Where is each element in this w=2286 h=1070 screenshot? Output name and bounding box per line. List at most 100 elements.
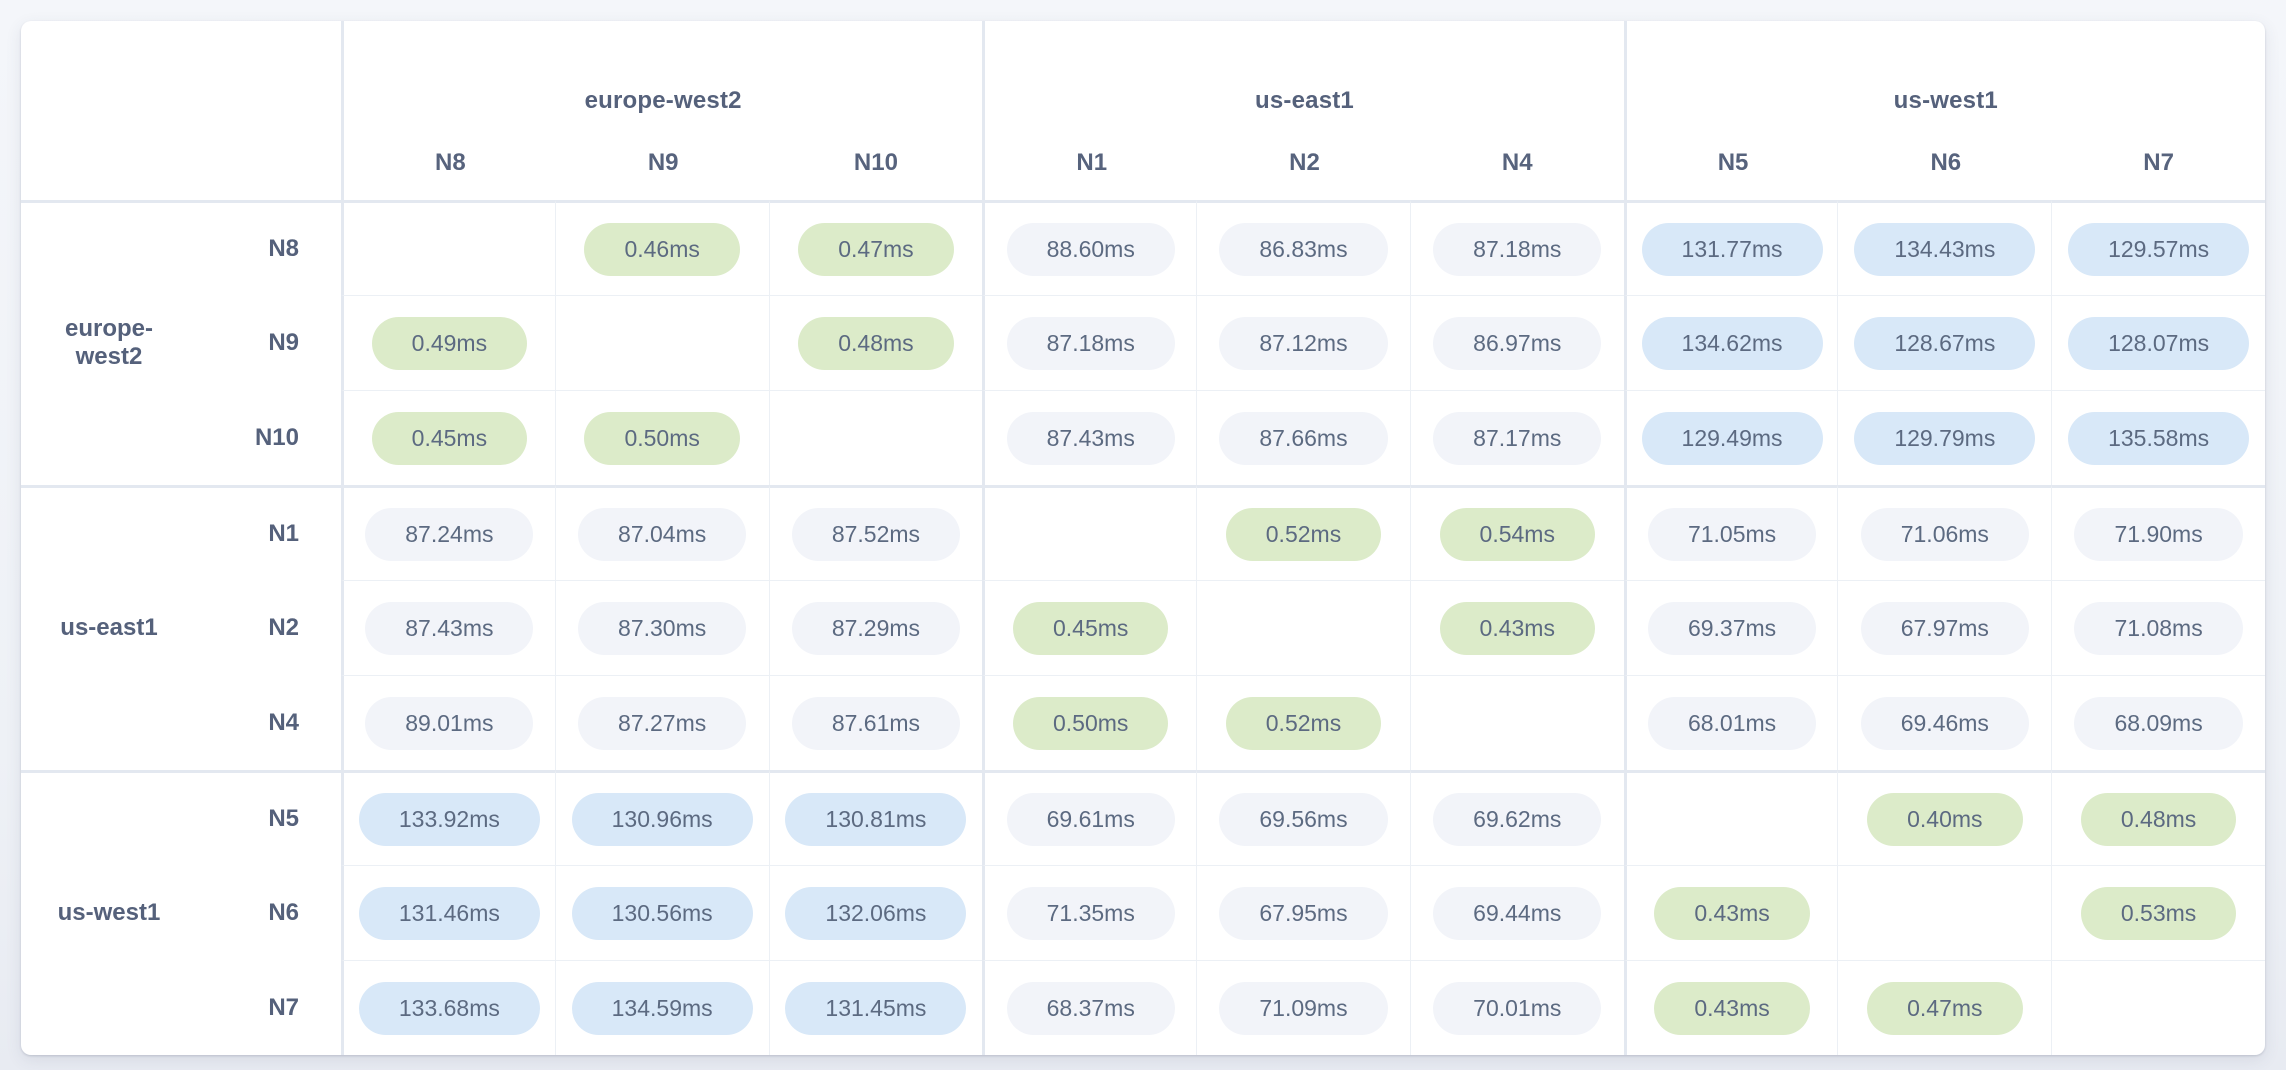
latency-pill: 87.30ms xyxy=(578,601,747,655)
latency-pill: 69.44ms xyxy=(1433,886,1602,940)
latency-cell xyxy=(982,485,1197,580)
latency-cell: 87.12ms xyxy=(1196,295,1410,390)
latency-pill: 129.57ms xyxy=(2068,222,2250,276)
latency-cell: 129.49ms xyxy=(1623,390,1838,485)
latency-pill: 71.35ms xyxy=(1006,886,1175,940)
latency-cell: 71.08ms xyxy=(2051,580,2265,675)
latency-pill: 87.52ms xyxy=(791,507,961,561)
latency-cell: 0.49ms xyxy=(341,295,555,390)
latency-pill: 87.18ms xyxy=(1433,222,1602,276)
latency-cell: 87.43ms xyxy=(982,390,1197,485)
latency-cell: 0.50ms xyxy=(982,675,1197,770)
latency-pill: 87.17ms xyxy=(1433,411,1602,465)
latency-pill: 131.46ms xyxy=(358,886,540,940)
latency-cell: 68.09ms xyxy=(2051,675,2265,770)
latency-pill: 86.83ms xyxy=(1219,222,1388,276)
column-group-us-east1: us-east1 N1 N2 N4 xyxy=(982,21,1623,200)
column-header-n1: N1 xyxy=(1076,149,1108,176)
latency-cell: 71.35ms xyxy=(982,865,1197,960)
column-group-label: europe-west2 xyxy=(584,86,742,114)
latency-cell: 0.47ms xyxy=(1837,960,2052,1055)
latency-cell: 130.96ms xyxy=(554,770,769,865)
latency-pill: 69.37ms xyxy=(1647,601,1817,655)
column-node-row: N1 N2 N4 xyxy=(985,126,1623,200)
latency-cell: 133.92ms xyxy=(341,770,555,865)
latency-pill: 0.47ms xyxy=(798,222,954,276)
latency-cell: 129.57ms xyxy=(2051,200,2265,295)
latency-cell: 131.77ms xyxy=(1623,200,1838,295)
latency-cell: 0.48ms xyxy=(768,295,983,390)
latency-matrix: europe-west2 N8 N9 N10 us-east1 N1 N2 N4 us-west… xyxy=(21,21,2265,1055)
latency-pill: 87.12ms xyxy=(1219,316,1388,370)
latency-cell: 135.58ms xyxy=(2051,390,2265,485)
latency-cell: 87.04ms xyxy=(554,485,769,580)
latency-cell xyxy=(2051,960,2265,1055)
latency-cell: 68.01ms xyxy=(1623,675,1838,770)
latency-cell: 70.01ms xyxy=(1409,960,1624,1055)
latency-pill: 87.43ms xyxy=(1006,411,1175,465)
latency-cell: 69.56ms xyxy=(1196,770,1410,865)
latency-cell: 69.62ms xyxy=(1409,770,1624,865)
row-node-label: N10 xyxy=(254,423,299,451)
latency-cell: 87.17ms xyxy=(1409,390,1624,485)
row-label-n8: N8 xyxy=(21,200,341,295)
latency-pill: 135.58ms xyxy=(2068,411,2250,465)
latency-pill: 130.96ms xyxy=(571,792,753,846)
latency-cell: 134.43ms xyxy=(1837,200,2052,295)
latency-cell: 0.43ms xyxy=(1623,960,1838,1055)
row-node-label: N4 xyxy=(268,708,299,736)
row-group-label: europe-west2 xyxy=(64,314,153,370)
latency-matrix-card: europe-west2 N8 N9 N10 us-east1 N1 N2 N4 us-west… xyxy=(21,21,2265,1055)
latency-cell: 0.48ms xyxy=(2051,770,2265,865)
column-group-label: us-west1 xyxy=(1893,86,1998,114)
latency-cell: 134.59ms xyxy=(554,960,769,1055)
column-group-us-west1: us-west1 N5 N6 N7 xyxy=(1623,21,2265,200)
latency-pill: 0.52ms xyxy=(1225,507,1382,561)
latency-pill: 134.43ms xyxy=(1854,222,2036,276)
latency-pill: 68.37ms xyxy=(1006,981,1175,1035)
latency-pill: 0.50ms xyxy=(1013,696,1169,750)
latency-cell xyxy=(1623,770,1838,865)
latency-pill: 131.77ms xyxy=(1641,222,1823,276)
latency-cell: 0.45ms xyxy=(341,390,555,485)
row-node-label: N1 xyxy=(268,520,299,547)
latency-pill: 0.40ms xyxy=(1867,792,2023,846)
latency-cell: 89.01ms xyxy=(341,675,555,770)
latency-pill: 0.47ms xyxy=(1867,981,2023,1035)
latency-cell: 86.83ms xyxy=(1196,200,1410,295)
column-header-n4: N4 xyxy=(1501,149,1533,176)
latency-pill: 70.01ms xyxy=(1433,981,1602,1035)
latency-cell: 129.79ms xyxy=(1837,390,2052,485)
row-label-n10: N10 xyxy=(21,390,341,485)
latency-cell: 130.81ms xyxy=(768,770,983,865)
latency-cell: 71.05ms xyxy=(1623,485,1838,580)
row-label-n7: N7 xyxy=(21,960,341,1055)
latency-cell: 131.45ms xyxy=(768,960,983,1055)
latency-cell: 87.61ms xyxy=(768,675,983,770)
latency-cell: 0.46ms xyxy=(554,200,769,295)
latency-pill: 87.29ms xyxy=(791,601,961,655)
latency-pill: 132.06ms xyxy=(785,886,967,940)
latency-pill: 67.95ms xyxy=(1219,886,1388,940)
latency-pill: 133.92ms xyxy=(358,792,540,846)
latency-pill: 69.61ms xyxy=(1006,792,1175,846)
column-node-row: N8 N9 N10 xyxy=(344,126,982,200)
latency-cell: 87.18ms xyxy=(1409,200,1624,295)
latency-cell: 0.45ms xyxy=(982,580,1197,675)
column-header-n2: N2 xyxy=(1289,149,1320,176)
latency-pill: 134.62ms xyxy=(1641,316,1823,370)
column-group-europe-west2: europe-west2 N8 N9 N10 xyxy=(341,21,982,200)
latency-cell: 128.07ms xyxy=(2051,295,2265,390)
latency-pill: 0.52ms xyxy=(1225,696,1382,750)
row-group-label: us-west1 xyxy=(57,898,161,926)
latency-pill: 87.24ms xyxy=(365,507,534,561)
latency-cell: 134.62ms xyxy=(1623,295,1838,390)
latency-pill: 88.60ms xyxy=(1006,222,1175,276)
latency-cell: 0.50ms xyxy=(554,390,769,485)
latency-cell: 0.53ms xyxy=(2051,865,2265,960)
latency-pill: 71.06ms xyxy=(1860,507,2029,561)
row-node-label: N9 xyxy=(268,328,299,356)
latency-pill: 0.48ms xyxy=(798,316,954,370)
latency-pill: 0.45ms xyxy=(371,411,528,465)
row-node-label: N7 xyxy=(268,993,299,1021)
